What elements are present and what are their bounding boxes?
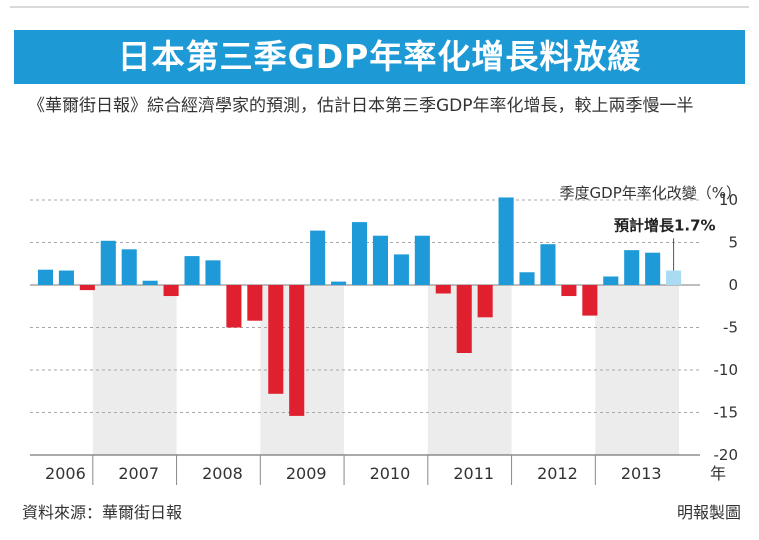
bar bbox=[310, 230, 326, 285]
bar bbox=[603, 276, 619, 285]
bar bbox=[519, 272, 535, 285]
x-tick-label: 2007 bbox=[118, 464, 159, 483]
bar bbox=[289, 285, 305, 416]
data-source: 資料來源：華爾街日報 bbox=[22, 503, 183, 522]
chart-subtitle: 《華爾街日報》綜合經濟學家的預測，估計日本第三季GDP年率化增長，較上兩季慢一半 bbox=[28, 96, 694, 116]
bar bbox=[477, 285, 493, 318]
bars bbox=[37, 197, 682, 416]
bar bbox=[498, 197, 514, 285]
bar bbox=[37, 269, 54, 285]
x-tick-label: 2011 bbox=[453, 464, 494, 483]
bar bbox=[351, 222, 368, 285]
x-tick-label: 2008 bbox=[202, 464, 243, 483]
y-tick-label: 10 bbox=[719, 191, 738, 209]
bar bbox=[582, 285, 598, 316]
forecast-annotation: 預計增長1.7% bbox=[614, 217, 716, 235]
forecast-bar bbox=[666, 270, 682, 285]
y-tick-labels: 10 5 0 -5 -10 -15 -20 bbox=[714, 191, 739, 464]
bar bbox=[205, 260, 221, 285]
bar bbox=[79, 285, 95, 291]
chart-title: 日本第三季GDP年率化增長料放緩 bbox=[14, 30, 745, 84]
annotation: 預計增長1.7% bbox=[614, 217, 716, 271]
y-tick-label: 5 bbox=[728, 234, 738, 252]
x-tick-label: 2012 bbox=[537, 464, 578, 483]
bar bbox=[163, 285, 179, 297]
bar bbox=[100, 240, 116, 285]
bar bbox=[372, 235, 389, 285]
bar bbox=[331, 281, 347, 285]
x-tick-label: 2006 bbox=[45, 464, 86, 483]
bar bbox=[226, 285, 242, 328]
y-tick-label: 0 bbox=[728, 276, 738, 294]
y-tick-label: -20 bbox=[714, 446, 739, 464]
bar bbox=[268, 285, 284, 394]
bar bbox=[540, 244, 556, 285]
bar bbox=[142, 280, 158, 285]
bar bbox=[184, 256, 200, 285]
bar bbox=[414, 235, 430, 285]
x-tick-labels: 2006 2007 2008 2009 2010 2011 2012 2013 年 bbox=[45, 455, 726, 485]
x-axis-unit: 年 bbox=[710, 464, 726, 483]
x-tick-label: 2013 bbox=[621, 464, 662, 483]
bar bbox=[456, 285, 472, 353]
x-tick-label: 2010 bbox=[370, 464, 411, 483]
bar bbox=[561, 285, 577, 297]
bar bbox=[247, 285, 263, 321]
bar bbox=[624, 250, 640, 285]
bar bbox=[435, 285, 451, 294]
bar bbox=[121, 249, 137, 285]
bar bbox=[645, 252, 661, 285]
bar bbox=[393, 254, 409, 285]
x-tick-label: 2009 bbox=[286, 464, 327, 483]
y-axis-unit-label: 季度GDP年率化改變（%） bbox=[559, 184, 741, 202]
y-tick-label: -5 bbox=[723, 319, 738, 337]
bar bbox=[58, 270, 74, 285]
y-tick-label: -10 bbox=[714, 361, 739, 379]
top-rule bbox=[10, 6, 749, 8]
y-tick-label: -15 bbox=[714, 404, 739, 422]
graphic-credit: 明報製圖 bbox=[676, 503, 741, 522]
